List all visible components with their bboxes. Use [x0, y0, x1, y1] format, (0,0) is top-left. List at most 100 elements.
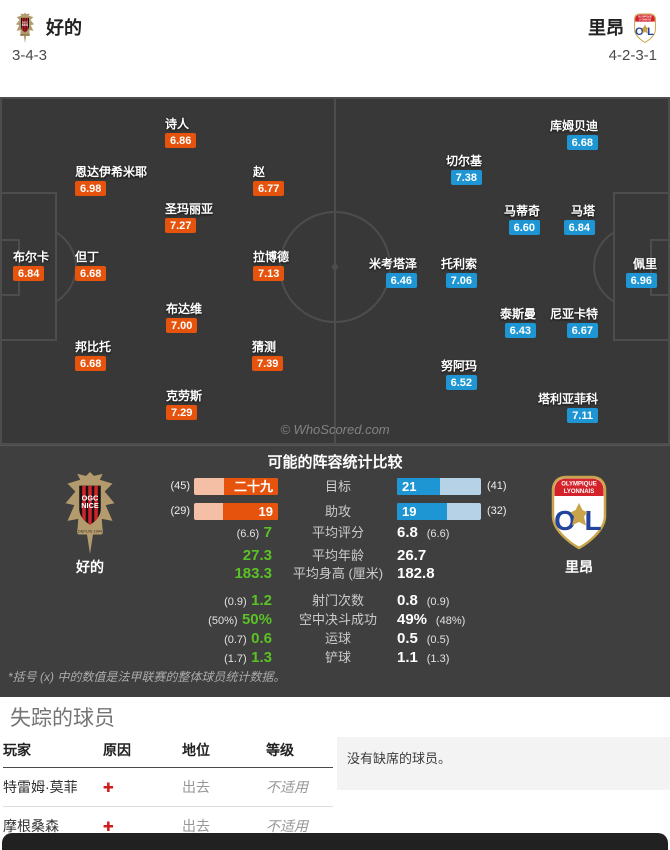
player-rating-badge[interactable]: 7.06 — [445, 273, 477, 288]
player-home[interactable]: 但丁 6.68 — [75, 251, 107, 281]
pitch-markings — [0, 97, 670, 445]
home-stat-cell: (1.7) 1.3 — [110, 649, 272, 668]
home-stat-value: 183.3 — [234, 565, 272, 582]
away-league-value: (48%) — [435, 615, 466, 627]
player-name: 库姆贝迪 — [549, 119, 598, 133]
away-stat-value: 1.1 — [397, 649, 418, 666]
player-away[interactable]: 托利索 7.06 — [441, 258, 477, 288]
away-stat-cell: 1.1 (1.3) — [397, 649, 617, 668]
player-rating-badge[interactable]: 6.84 — [13, 266, 45, 281]
player-rating-badge[interactable]: 6.68 — [75, 356, 107, 371]
player-name: 赵 — [253, 165, 266, 179]
player-away[interactable]: 尼亚卡特 6.67 — [550, 308, 598, 338]
player-home[interactable]: 布尔卡 6.84 — [13, 251, 49, 281]
player-rating-badge[interactable]: 7.29 — [166, 405, 198, 420]
player-rating-badge[interactable]: 6.68 — [566, 135, 598, 150]
player-name: 克劳斯 — [166, 389, 203, 403]
player-away[interactable]: 切尔基 7.38 — [446, 155, 482, 185]
away-stat-value: 182.8 — [397, 565, 435, 582]
player-rating-badge[interactable]: 6.77 — [253, 181, 285, 196]
stat-label: 空中决斗成功 — [298, 612, 377, 627]
player-home[interactable]: 恩达伊希米耶 6.98 — [75, 166, 147, 196]
player-rating-badge[interactable]: 6.98 — [75, 181, 107, 196]
home-stat-cell: (50%) 50% — [110, 611, 272, 630]
player-rating-badge[interactable]: 7.11 — [567, 408, 598, 423]
stats-home-team-label: 好的 — [76, 559, 104, 575]
away-missing-note: 没有缺席的球员。 — [337, 737, 670, 790]
injury-cross-icon: ✚ — [103, 780, 114, 795]
missing-player-row: 特雷姆·莫菲 ✚ 出去 不适用 — [3, 767, 333, 807]
player-rating-badge[interactable]: 6.67 — [566, 323, 598, 338]
player-away[interactable]: 塔利亚菲科 7.11 — [538, 393, 598, 423]
stat-label: 平均年龄 — [311, 548, 364, 563]
away-stat-cell: 0.8 (0.9) — [397, 592, 617, 611]
player-rating-badge[interactable]: 6.43 — [504, 323, 536, 338]
stats-away-team-label: 里昂 — [565, 559, 593, 575]
player-name: 米考塔泽 — [368, 257, 417, 271]
home-stat-cell: (0.9) 1.2 — [110, 592, 272, 611]
home-league-value: (1.7) — [224, 653, 247, 665]
home-stat-cell: 183.3 — [110, 565, 272, 583]
player-name: 圣玛丽亚 — [165, 202, 214, 216]
player-name: 拉博德 — [253, 250, 290, 264]
home-stat-value: 27.3 — [242, 547, 272, 564]
stat-text-row: 183.3 平均身高 (厘米) 182.8 — [0, 565, 670, 584]
away-league-value: (1.3) — [426, 653, 450, 665]
player-rating-badge[interactable]: 7.27 — [165, 218, 197, 233]
player-home[interactable]: 布达维 7.00 — [166, 303, 202, 333]
player-home[interactable]: 诗人 6.86 — [165, 118, 197, 148]
missing-table-header: 玩家 — [3, 736, 103, 768]
player-rating-badge[interactable]: 6.96 — [625, 273, 657, 288]
player-home[interactable]: 邦比托 6.68 — [75, 341, 111, 371]
player-away[interactable]: 米考塔泽 6.46 — [369, 258, 417, 288]
player-home[interactable]: 猜测 7.39 — [252, 340, 284, 371]
player-away[interactable]: 佩里 6.96 — [625, 258, 657, 288]
lineup-stats-panel: 可能的阵容统计比较 好的 里昂 (45) 二十九 目标 21 (41) (29) 19 助攻 1… — [0, 445, 670, 697]
player-rating-badge[interactable]: 7.38 — [450, 170, 482, 185]
player-rating-badge[interactable]: 7.00 — [166, 318, 198, 333]
player-rating-badge[interactable]: 6.46 — [385, 273, 417, 288]
home-team-name[interactable]: 好的 — [46, 18, 82, 38]
missing-player-name[interactable]: 摩根桑森 — [3, 818, 59, 834]
home-league-value: (0.7) — [224, 634, 247, 646]
away-team-name[interactable]: 里昂 — [588, 18, 624, 38]
away-team-link[interactable]: 里昂 — [588, 12, 658, 44]
home-stat-value: 0.6 — [251, 630, 272, 647]
missing-table-header: 地位 — [182, 736, 266, 768]
stat-text-row: (0.7) 0.6 运球 0.5 (0.5) — [0, 630, 670, 649]
player-rating-badge[interactable]: 6.86 — [165, 133, 197, 148]
player-away[interactable]: 努阿玛 6.52 — [441, 360, 477, 390]
missing-player-name[interactable]: 特雷姆·莫菲 — [3, 767, 103, 807]
away-stat-value: 6.8 — [397, 524, 418, 541]
player-name: 猜测 — [252, 340, 277, 354]
player-name: 努阿玛 — [440, 359, 477, 373]
player-away[interactable]: 马塔 6.84 — [563, 205, 595, 235]
home-team-link[interactable]: 好的 — [12, 12, 82, 44]
player-away[interactable]: 马蒂奇 6.60 — [504, 205, 540, 235]
home-stat-value: 50% — [241, 611, 272, 628]
player-home[interactable]: 拉博德 7.13 — [253, 251, 289, 281]
player-rating-badge[interactable]: 6.84 — [563, 220, 595, 235]
home-stat-bar: 二十九 — [194, 478, 278, 495]
missing-players-table: 玩家 原因 地位 等级 特雷姆·莫菲 ✚ 出去 不适用 摩根桑森 ✚ 出去 不适用 — [3, 736, 333, 845]
player-rating-badge[interactable]: 7.13 — [253, 266, 285, 281]
player-home[interactable]: 圣玛丽亚 7.27 — [165, 203, 213, 233]
player-away[interactable]: 泰斯曼 6.43 — [500, 308, 536, 338]
next-section-bar[interactable] — [2, 833, 668, 850]
player-away[interactable]: 库姆贝迪 6.68 — [550, 120, 598, 150]
home-stat-value: 7 — [263, 524, 272, 541]
away-league-value: (6.6) — [426, 528, 450, 540]
player-rating-badge[interactable]: 6.52 — [445, 375, 477, 390]
player-name: 恩达伊希米耶 — [75, 165, 148, 179]
home-stat-cell: (0.7) 0.6 — [110, 630, 272, 649]
stat-label: 射门次数 — [311, 593, 364, 608]
player-home[interactable]: 克劳斯 7.29 — [166, 390, 202, 420]
home-stat-bar: 19 — [194, 503, 278, 520]
player-name: 托利索 — [440, 257, 477, 271]
player-rating-badge[interactable]: 7.39 — [252, 356, 284, 371]
player-rating-badge[interactable]: 6.60 — [508, 220, 540, 235]
player-rating-badge[interactable]: 6.68 — [75, 266, 107, 281]
home-stat-bar-fill: 19 — [222, 503, 278, 520]
player-home[interactable]: 赵 6.77 — [253, 165, 285, 196]
player-name: 布尔卡 — [13, 250, 50, 264]
